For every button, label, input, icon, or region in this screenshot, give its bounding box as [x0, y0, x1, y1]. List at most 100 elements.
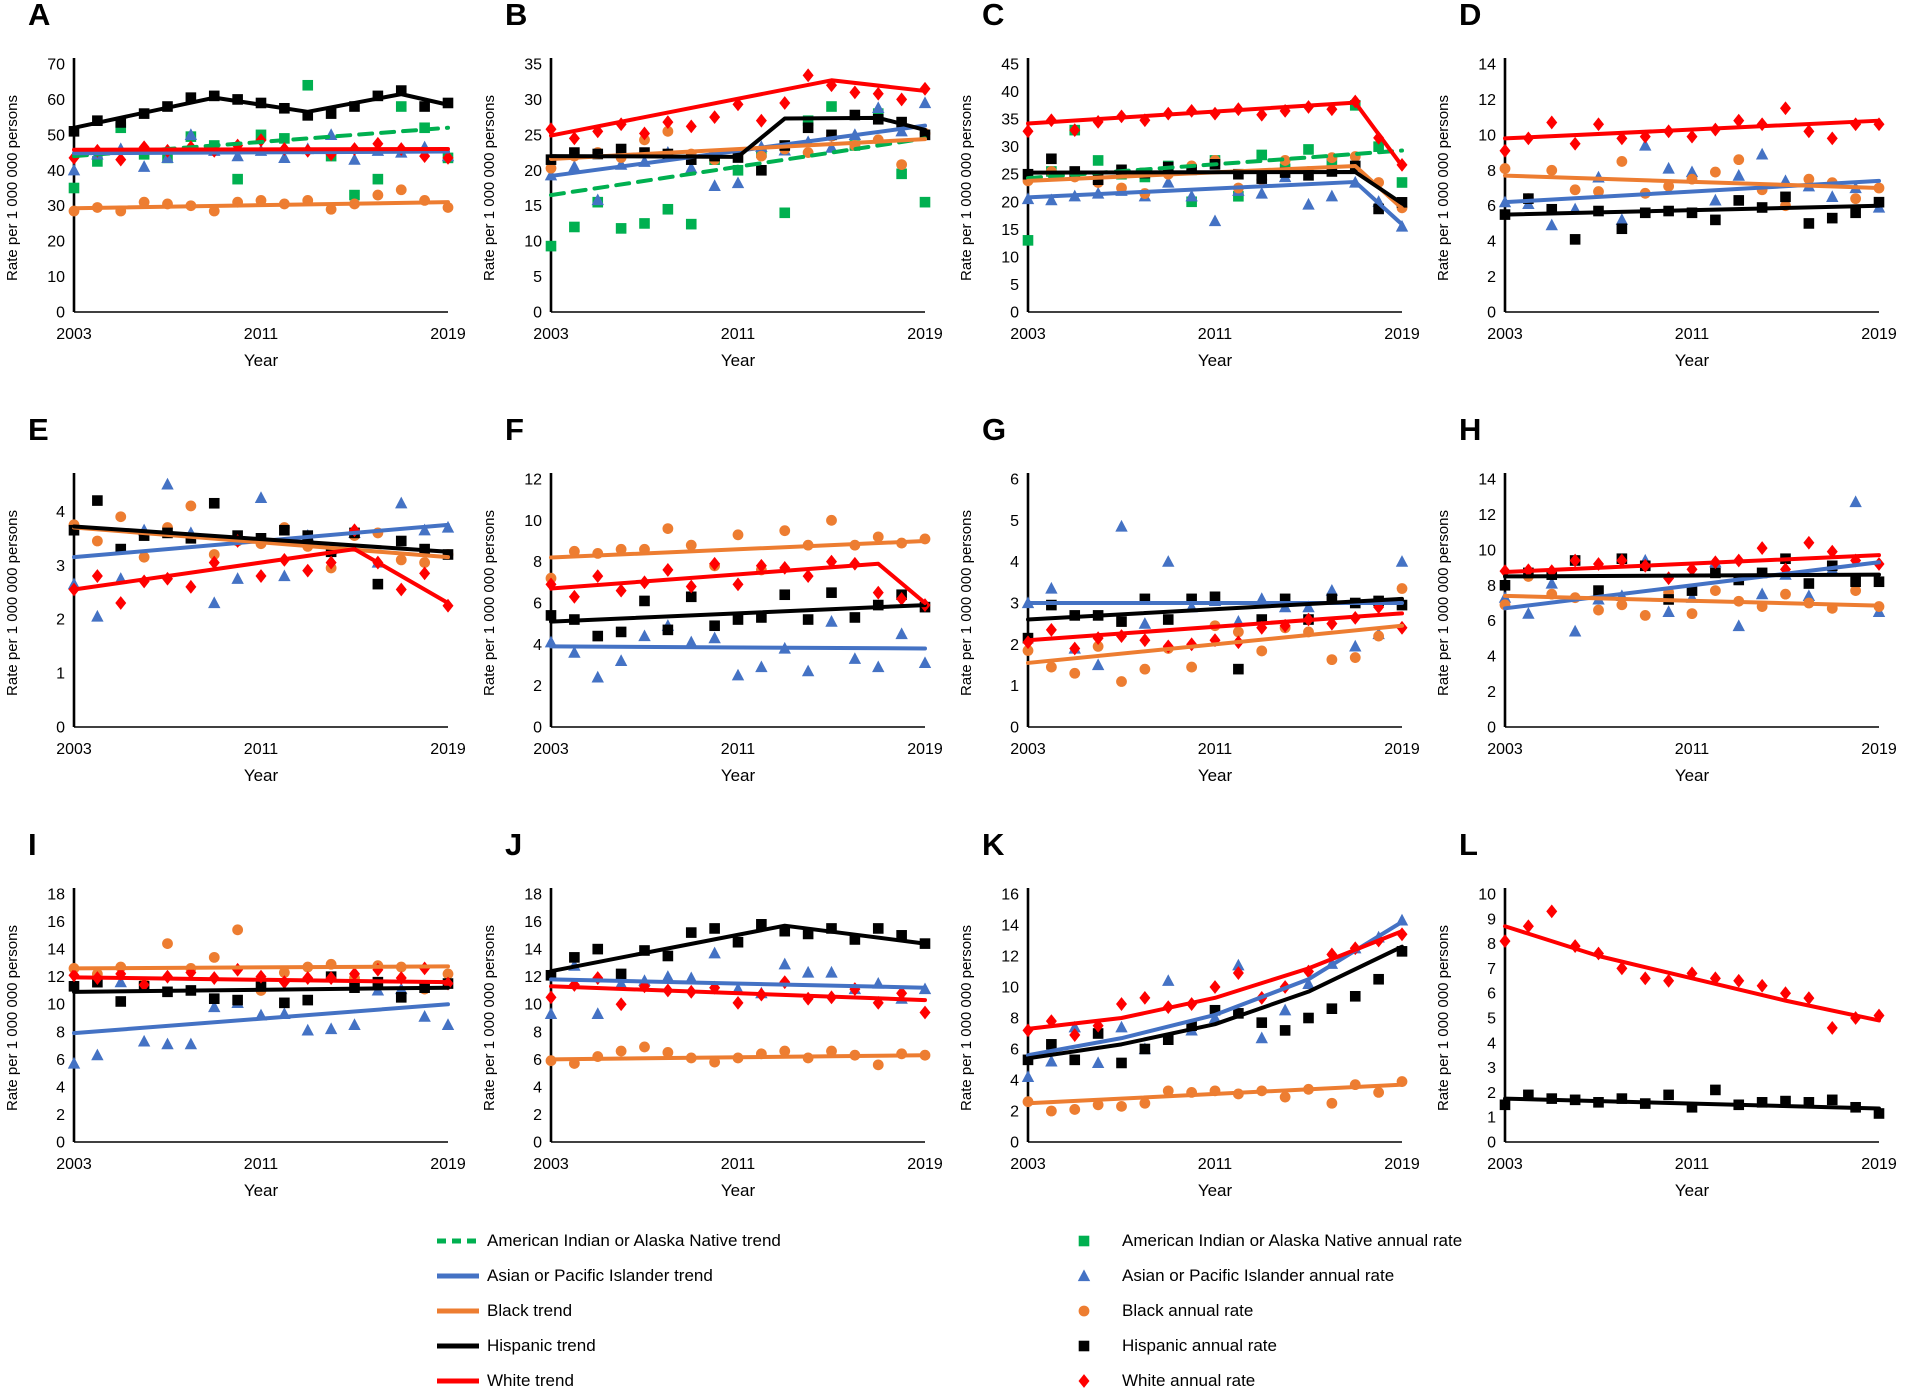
panel-f: F 0 2 4 6 8 10 12 2003 2011 2019 Year Rate per 1 00… — [477, 412, 954, 802]
svg-text:2: 2 — [1487, 269, 1496, 286]
axis-tick-labels: 0 2 4 6 8 10 12 14 2003 2011 2019 Year Rate per 1 00… — [1435, 57, 1897, 371]
svg-text:10: 10 — [47, 997, 65, 1014]
svg-text:4: 4 — [533, 637, 542, 654]
legend-item-asian-trend: Asian or Pacific Islander trend — [435, 1258, 1070, 1293]
svg-text:2011: 2011 — [1675, 1156, 1710, 1173]
svg-text:6: 6 — [533, 1052, 542, 1069]
svg-text:2011: 2011 — [721, 1156, 756, 1173]
svg-text:16: 16 — [524, 914, 542, 931]
panel-e: E 0 1 2 3 4 2003 2011 2019 Year Rate per 1 000 00… — [0, 412, 477, 802]
svg-text:14: 14 — [47, 942, 65, 959]
svg-text:16: 16 — [1001, 887, 1019, 904]
panel-chart-i: 0 2 4 6 8 10 12 14 16 18 2003 2011 2019 Year Rate per … — [4, 887, 466, 1201]
panel-c: C 0 5 10 15 20 25 30 35 40 45 2003 2011 2019 Year Rate… — [954, 0, 1431, 387]
panel-i: I 0 2 4 6 8 10 12 14 16 18 2003 2011 2019 Year Rate pe… — [0, 827, 477, 1217]
triangle-marker-icon — [1070, 1267, 1122, 1285]
panel-k: K 0 2 4 6 8 10 12 14 16 2003 2011 2019 Year Rate per … — [954, 827, 1431, 1217]
circle-marker-icon — [1070, 1302, 1122, 1320]
trend-line-orange — [72, 200, 450, 211]
panel-chart-h: 0 2 4 6 8 10 12 14 2003 2011 2019 Year Rate per 1 00… — [1435, 472, 1897, 786]
svg-text:2019: 2019 — [1861, 1156, 1897, 1173]
legend-label: American Indian or Alaska Native trend — [487, 1230, 781, 1250]
svg-text:2003: 2003 — [56, 741, 92, 758]
y-axis-label: Rate per 1 000 000 persons — [4, 95, 21, 281]
svg-text:30: 30 — [1001, 139, 1019, 156]
panel-chart-g: 0 1 2 3 4 5 6 2003 2011 2019 Year Rate per 1 000 00… — [958, 472, 1420, 786]
trend-line-blue — [549, 644, 927, 651]
svg-text:30: 30 — [47, 198, 65, 215]
scatter-orange — [68, 184, 454, 217]
svg-text:1: 1 — [56, 666, 65, 683]
trend-line-blue — [1503, 560, 1881, 611]
panel-letter-f: F — [505, 412, 524, 447]
trend-line-red — [549, 78, 927, 138]
panel-l: L 0 1 2 3 4 5 6 7 8 9 10 2003 2011 2019 Year Rate per 1… — [1431, 827, 1908, 1217]
x-axis-label: Year — [1198, 1181, 1233, 1200]
square-marker-icon — [1070, 1232, 1122, 1250]
svg-text:1: 1 — [1487, 1110, 1496, 1127]
charts-grid: A 0 10 20 30 40 50 60 70 2003 2011 2019 Year Rate pe… — [0, 0, 1908, 1217]
svg-text:0: 0 — [1487, 720, 1496, 737]
svg-text:50: 50 — [47, 127, 65, 144]
legend-item-white-rate: White annual rate — [1070, 1363, 1462, 1398]
y-axis-label: Rate per 1 000 000 persons — [1435, 925, 1452, 1111]
svg-text:2011: 2011 — [244, 741, 279, 758]
svg-text:4: 4 — [533, 1079, 542, 1096]
trend-line-red — [549, 984, 927, 1003]
svg-text:0: 0 — [533, 720, 542, 737]
svg-text:2019: 2019 — [1384, 326, 1420, 343]
svg-text:2011: 2011 — [1198, 1156, 1233, 1173]
legend-item-white-trend: White trend — [435, 1363, 1070, 1398]
svg-text:10: 10 — [524, 234, 542, 251]
svg-text:10: 10 — [1478, 127, 1496, 144]
svg-text:0: 0 — [1487, 1135, 1496, 1152]
panel-chart-d: 0 2 4 6 8 10 12 14 2003 2011 2019 Year Rate per 1 00… — [1435, 57, 1897, 371]
svg-text:8: 8 — [533, 554, 542, 571]
panel-letter-l: L — [1459, 827, 1478, 862]
trend-line-orange — [1026, 623, 1404, 665]
svg-text:2019: 2019 — [1384, 1156, 1420, 1173]
svg-text:2: 2 — [1010, 637, 1019, 654]
trend-line-red — [1026, 611, 1404, 643]
trend-line-green — [72, 125, 450, 159]
trend-line-blue — [549, 977, 927, 990]
x-axis-label: Year — [721, 1181, 756, 1200]
trend-line-black — [1503, 572, 1881, 579]
y-axis-label: Rate per 1 000 000 persons — [4, 510, 21, 696]
svg-text:2019: 2019 — [907, 1156, 943, 1173]
trend-line-black — [1503, 203, 1881, 217]
panel-letter-h: H — [1459, 412, 1482, 447]
legend-item-hispanic-rate: Hispanic annual rate — [1070, 1328, 1462, 1363]
svg-text:18: 18 — [524, 887, 542, 904]
svg-text:4: 4 — [56, 504, 65, 521]
trend-line-red — [1026, 929, 1404, 1031]
svg-text:14: 14 — [524, 942, 542, 959]
svg-text:0: 0 — [56, 720, 65, 737]
svg-text:3: 3 — [1010, 596, 1019, 613]
trend-line-red — [549, 561, 927, 605]
svg-text:2003: 2003 — [1010, 741, 1046, 758]
square-marker-icon — [1070, 1337, 1122, 1355]
panel-letter-b: B — [505, 0, 528, 32]
svg-text:2011: 2011 — [1198, 326, 1233, 343]
svg-text:5: 5 — [533, 269, 542, 286]
scatter-black — [545, 919, 931, 981]
line-icon — [435, 1267, 487, 1285]
svg-text:4: 4 — [1487, 649, 1496, 666]
svg-text:12: 12 — [1001, 949, 1019, 966]
svg-text:2019: 2019 — [1861, 326, 1897, 343]
svg-text:60: 60 — [47, 92, 65, 109]
svg-text:2011: 2011 — [1675, 741, 1710, 758]
svg-text:2003: 2003 — [1487, 1156, 1523, 1173]
svg-text:2011: 2011 — [1198, 741, 1233, 758]
diamond-marker-icon — [1070, 1372, 1122, 1390]
axis-tick-labels: 0 1 2 3 4 5 6 2003 2011 2019 Year Rate per 1 000 00… — [958, 472, 1420, 786]
svg-text:9: 9 — [1487, 911, 1496, 928]
legend-item-hispanic-trend: Hispanic trend — [435, 1328, 1070, 1363]
trend-line-orange — [549, 539, 927, 560]
legend-label: American Indian or Alaska Native annual … — [1122, 1230, 1463, 1250]
svg-text:2: 2 — [56, 612, 65, 629]
trend-line-orange — [1503, 593, 1881, 608]
svg-text:45: 45 — [1001, 57, 1019, 74]
line-icon — [435, 1302, 487, 1320]
